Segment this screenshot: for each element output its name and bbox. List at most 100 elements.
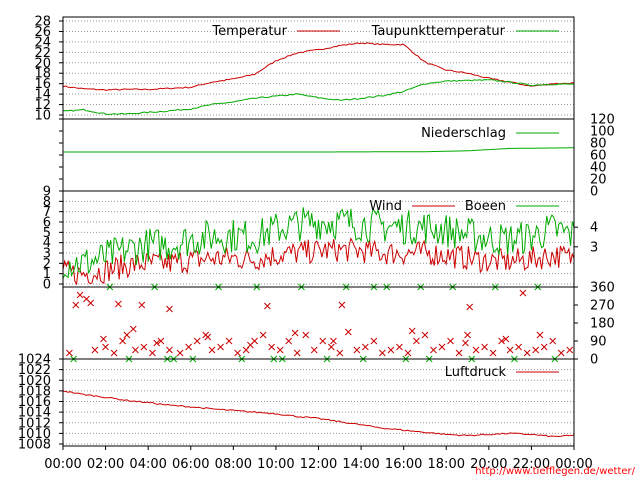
- legend-label: Boeen: [465, 199, 506, 214]
- direction-point: [455, 349, 463, 357]
- y-tick-label: 26: [34, 25, 51, 40]
- direction-point: [166, 346, 173, 354]
- direction-point: [515, 343, 522, 351]
- direction-point: [225, 337, 233, 345]
- right-tick-label: 20: [590, 173, 607, 188]
- direction-point: [285, 337, 293, 345]
- direction-point: [302, 331, 310, 339]
- direction-point: [91, 346, 99, 354]
- direction-point: [462, 339, 469, 347]
- series-line-wind: [62, 237, 575, 286]
- legend-label: Luftdruck: [445, 365, 507, 380]
- direction-point: [185, 343, 192, 351]
- y-tick-label: 1020: [18, 374, 51, 389]
- series-line-niederschlag: [63, 147, 574, 153]
- y-tick-label: 3: [43, 247, 51, 262]
- direction-point: [523, 349, 531, 357]
- direction-point: [370, 337, 378, 345]
- direction-point: [408, 327, 416, 335]
- direction-point: [566, 346, 574, 354]
- x-tick-label: 04:00: [129, 457, 166, 472]
- direction-point: [76, 291, 84, 299]
- direction-point: [119, 337, 126, 345]
- y-tick-label: 14: [34, 88, 51, 103]
- right-tick-label: 100: [590, 125, 615, 140]
- y-tick-label: 1: [43, 267, 51, 282]
- direction-point: [208, 346, 216, 354]
- y-tick-label: 1014: [18, 406, 51, 421]
- right-tick-label: 40: [590, 161, 607, 176]
- direction-point: [413, 337, 420, 345]
- direction-point: [361, 343, 369, 351]
- direction-point: [481, 343, 488, 351]
- time-axis: 00:00 02:00 04:00 06:00 08:00 10:00 12:00 14:00…: [44, 446, 593, 472]
- series-line-temperatur: [62, 42, 575, 92]
- direction-point: [498, 337, 505, 345]
- direction-point: [396, 343, 403, 351]
- legend-label: Niederschlag: [421, 126, 506, 141]
- y-tick-label: 18: [34, 67, 51, 82]
- y-tick-label: 1012: [18, 416, 51, 431]
- direction-point: [327, 343, 335, 351]
- direction-point: [102, 343, 109, 351]
- direction-point: [276, 346, 284, 354]
- y-tick-label: 1016: [18, 395, 51, 410]
- y-tick-label: 16: [34, 77, 51, 92]
- direction-point: [438, 343, 446, 351]
- direction-point: [149, 349, 156, 357]
- direction-point: [242, 346, 250, 354]
- direction-point: [72, 301, 80, 309]
- y-tick-label: 7: [43, 205, 51, 220]
- direction-point: [336, 349, 344, 357]
- right-tick-label: 120: [590, 113, 615, 128]
- y-tick-label: 4: [43, 236, 51, 251]
- y-tick-label: 1018: [18, 384, 51, 399]
- direction-point: [379, 349, 386, 357]
- x-tick-label: 16:00: [385, 457, 422, 472]
- direction-point: [404, 349, 412, 357]
- direction-point: [540, 343, 548, 351]
- x-tick-label: 10:00: [257, 457, 294, 472]
- direction-point: [100, 335, 107, 343]
- y-tick-label: 20: [34, 56, 51, 71]
- direction-point: [293, 349, 301, 357]
- y-tick-label: 1024: [18, 353, 51, 368]
- direction-point: [157, 337, 165, 345]
- direction-point: [193, 337, 201, 345]
- right-tick-label: 4: [590, 221, 598, 236]
- direction-point: [549, 337, 557, 345]
- y-tick-label: 24: [34, 35, 51, 50]
- right-tick-label: 180: [590, 317, 615, 332]
- y-tick-label: 22: [34, 46, 51, 61]
- direction-point: [247, 341, 254, 349]
- x-tick-label: 20:00: [470, 457, 507, 472]
- direction-point: [204, 333, 212, 341]
- footer-url[interactable]: http://www.tiefflegen.de/wetter/: [475, 466, 635, 477]
- direction-point: [532, 346, 540, 354]
- right-tick-label: 0: [590, 353, 598, 368]
- direction-point: [536, 331, 544, 339]
- panel-frame: [62, 286, 575, 360]
- direction-point: [132, 346, 139, 354]
- right-tick-label: 270: [590, 299, 615, 314]
- direction-point: [489, 349, 497, 357]
- direction-point: [472, 346, 480, 354]
- right-tick-label: 3: [590, 240, 598, 255]
- direction-point: [115, 300, 122, 308]
- direction-point: [140, 343, 148, 351]
- direction-point: [123, 331, 131, 339]
- legend-label: Taupunkttemperatur: [371, 24, 506, 39]
- direction-point: [217, 343, 224, 351]
- direction-point: [430, 346, 437, 354]
- y-tick-label: 10: [34, 109, 51, 124]
- direction-point: [87, 299, 95, 307]
- direction-point: [330, 337, 337, 345]
- direction-point: [353, 346, 361, 354]
- y-tick-label: 9: [43, 185, 51, 200]
- direction-point: [268, 343, 276, 351]
- direction-point: [110, 349, 118, 357]
- y-tick-label: 5: [43, 226, 51, 241]
- direction-point: [344, 328, 352, 336]
